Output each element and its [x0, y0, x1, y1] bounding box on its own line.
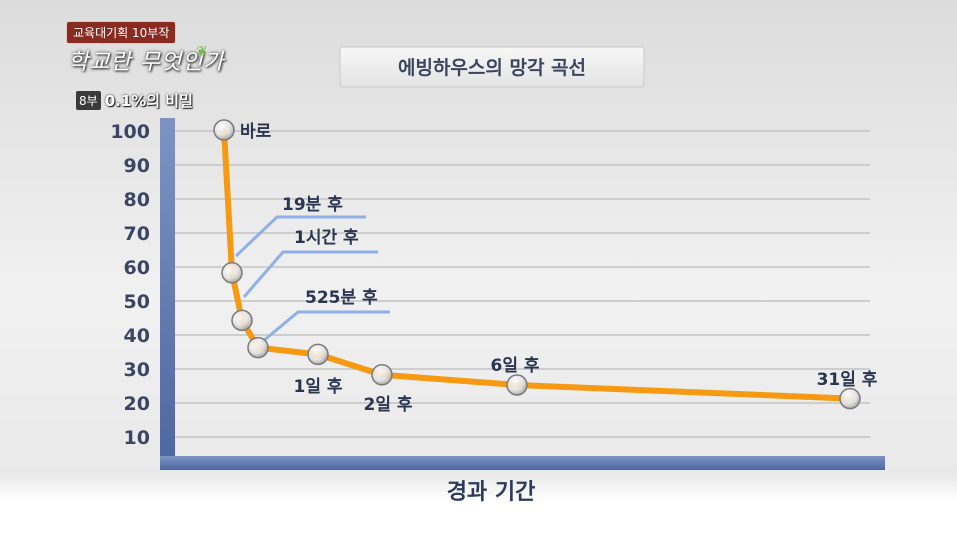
callout-lines	[234, 215, 390, 344]
callout-line	[261, 310, 390, 344]
callout-line	[234, 215, 366, 258]
point-label: 6일 후	[490, 355, 539, 376]
data-point	[371, 364, 393, 386]
point-labels: 바로 19분 후 1시간 후 525분 후 1일 후 2일 후 6일 후 31일 후	[240, 122, 878, 415]
point-label: 525분 후	[305, 287, 378, 308]
data-point	[231, 309, 253, 332]
episode-subtitle: 0.1%의 비밀	[104, 92, 193, 110]
episode-number: 8부	[76, 91, 101, 110]
data-point	[213, 119, 235, 141]
data-points	[213, 119, 861, 410]
data-point	[307, 343, 329, 366]
x-axis	[160, 456, 885, 470]
data-point	[839, 387, 861, 410]
y-tick-label: 80	[124, 189, 150, 211]
y-tick-label: 20	[124, 393, 150, 415]
program-logo: 학교란 무엇인가	[68, 50, 225, 75]
y-tick-label: 30	[124, 359, 150, 381]
x-axis-label: 경과 기간	[447, 480, 536, 505]
episode-caption: 8부 0.1%의 비밀	[76, 90, 193, 111]
y-tick-labels: 10 20 30 40 50 60 70 80 90 100	[110, 121, 150, 449]
data-point	[221, 262, 243, 284]
point-label: 2일 후	[363, 394, 412, 415]
y-tick-label: 70	[124, 223, 150, 245]
chart-title: 에빙하우스의 망각 곡선	[398, 57, 586, 79]
point-label: 1시간 후	[294, 227, 359, 248]
point-label: 바로	[240, 122, 272, 142]
point-label: 31일 후	[817, 369, 878, 390]
y-tick-label: 60	[124, 257, 150, 279]
y-tick-label: 90	[124, 155, 150, 177]
chart-title-box: 에빙하우스의 망각 곡선	[339, 46, 645, 88]
data-point	[247, 336, 269, 359]
program-badge: 교육대기획 10부작	[66, 21, 177, 44]
point-label: 1일 후	[293, 376, 342, 397]
y-axis	[160, 118, 175, 470]
data-point	[506, 374, 528, 396]
leaf-icon: ❦	[196, 44, 208, 60]
y-tick-label: 10	[124, 427, 150, 449]
y-tick-label: 100	[110, 121, 150, 143]
point-label: 19분 후	[282, 194, 343, 215]
grid-lines	[175, 130, 870, 438]
y-tick-label: 40	[124, 325, 150, 347]
y-tick-label: 50	[124, 291, 150, 313]
axes	[160, 118, 885, 470]
callout-line	[242, 250, 378, 298]
